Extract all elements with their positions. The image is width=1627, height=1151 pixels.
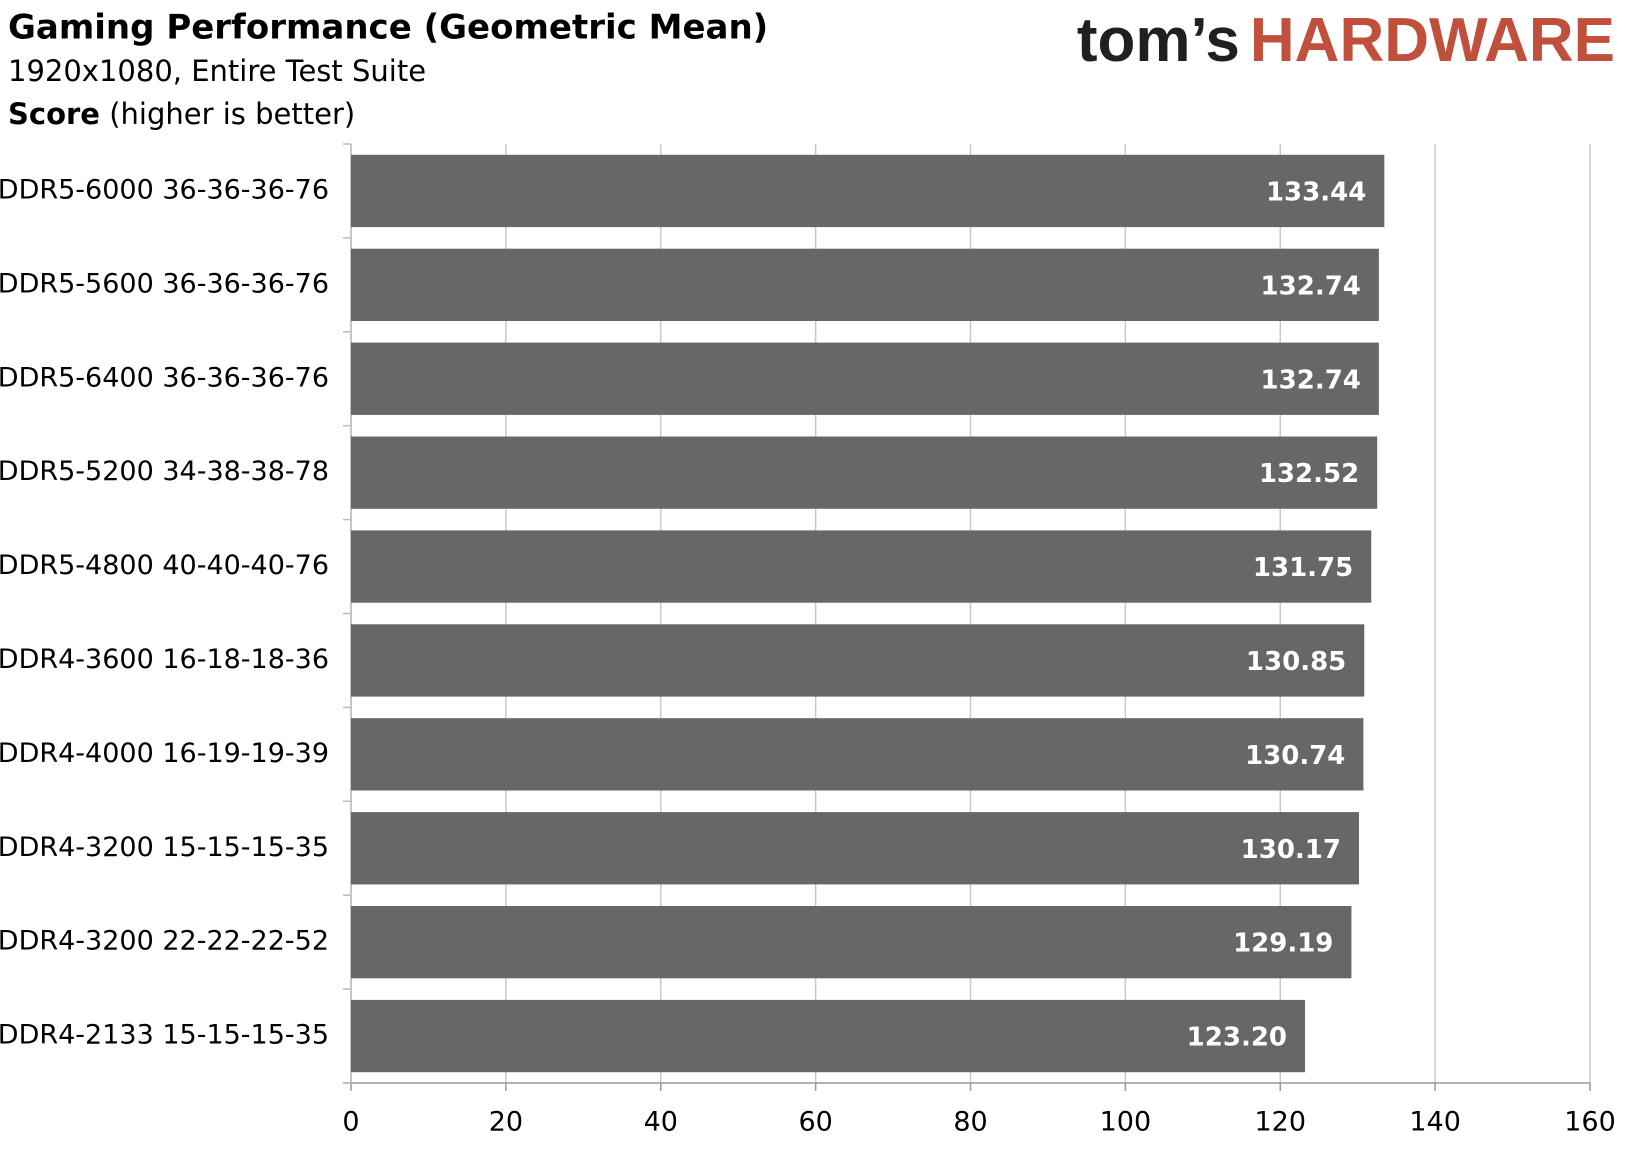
value-label: 131.75 bbox=[1253, 553, 1353, 583]
y-tick-label: DDR4-3600 16-18-18-36 bbox=[0, 644, 329, 675]
value-label: 132.74 bbox=[1261, 271, 1361, 301]
x-tick-label: 60 bbox=[798, 1107, 832, 1138]
x-tick-label: 80 bbox=[953, 1107, 987, 1138]
value-label: 133.44 bbox=[1266, 177, 1366, 207]
logo-hardware: HARDWARE bbox=[1250, 6, 1615, 75]
bar bbox=[351, 154, 1385, 228]
bar bbox=[351, 342, 1379, 415]
value-label: 132.52 bbox=[1259, 459, 1359, 489]
value-label: 132.74 bbox=[1261, 365, 1361, 395]
bar bbox=[351, 436, 1378, 509]
x-tick-label: 20 bbox=[489, 1107, 523, 1138]
x-tick-label: 40 bbox=[644, 1107, 678, 1138]
y-tick-label: DDR4-4000 16-19-19-39 bbox=[0, 738, 329, 769]
bar bbox=[351, 812, 1360, 885]
y-tick-label: DDR5-5200 34-38-38-78 bbox=[0, 456, 329, 487]
x-tick-label: 140 bbox=[1409, 1107, 1461, 1138]
x-tick-label: 160 bbox=[1564, 1107, 1616, 1138]
x-tick-label: 120 bbox=[1254, 1107, 1306, 1138]
logo: tom’s HARDWARE bbox=[1077, 6, 1615, 75]
value-label: 123.20 bbox=[1187, 1023, 1287, 1053]
bar bbox=[351, 999, 1306, 1073]
y-tick-label: DDR5-6000 36-36-36-76 bbox=[0, 174, 329, 205]
y-tick-label: DDR4-3200 15-15-15-35 bbox=[0, 832, 329, 863]
y-tick-label: DDR5-5600 36-36-36-76 bbox=[0, 268, 329, 299]
bar bbox=[351, 624, 1365, 697]
value-label: 130.85 bbox=[1246, 647, 1346, 677]
bar bbox=[351, 530, 1372, 603]
axis-label-bold: Score bbox=[8, 97, 100, 131]
value-label: 130.74 bbox=[1245, 741, 1345, 771]
x-tick-label: 100 bbox=[1100, 1107, 1152, 1138]
value-label: 130.17 bbox=[1241, 835, 1341, 865]
bar bbox=[351, 248, 1379, 322]
x-tick-label: 0 bbox=[342, 1107, 359, 1138]
chart-title: Gaming Performance (Geometric Mean) bbox=[8, 8, 768, 48]
logo-toms: tom’s bbox=[1077, 6, 1240, 75]
value-label: 129.19 bbox=[1233, 929, 1333, 959]
y-tick-label: DDR5-6400 36-36-36-76 bbox=[0, 362, 329, 393]
bar bbox=[351, 718, 1364, 791]
axis-label: Score (higher is better) bbox=[8, 97, 355, 131]
axis-label-note: (higher is better) bbox=[109, 97, 355, 131]
y-tick-label: DDR4-3200 22-22-22-52 bbox=[0, 926, 329, 957]
y-tick-label: DDR4-2133 15-15-15-35 bbox=[0, 1020, 329, 1051]
bar bbox=[351, 905, 1352, 979]
y-tick-label: DDR5-4800 40-40-40-76 bbox=[0, 550, 329, 581]
chart-subtitle: 1920x1080, Entire Test Suite bbox=[8, 54, 426, 88]
